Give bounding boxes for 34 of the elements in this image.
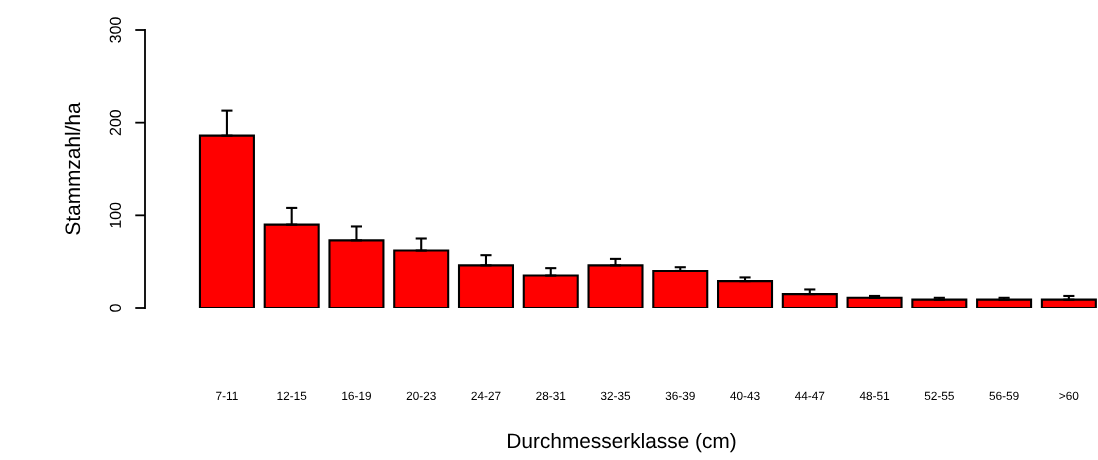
y-tick-label: 200 [109,109,122,136]
x-axis-title: Durchmesserklasse (cm) [508,432,736,453]
x-tick-label: 28-31 [536,391,566,400]
x-tick-label: 32-35 [600,391,631,400]
y-tick-label: 100 [109,202,122,228]
x-tick-label: 56-59 [989,391,1019,400]
bar [911,298,968,308]
bar [198,134,255,308]
bar [522,274,579,308]
y-tick-label: 0 [109,304,122,312]
bar [587,264,644,308]
bar [328,239,385,308]
bar [263,223,320,308]
bar [846,296,903,308]
x-tick-label: 20-23 [406,391,436,400]
x-tick-label: >60 [1059,391,1079,400]
y-tick-label: 300 [109,17,122,43]
bar [1040,298,1097,308]
bar [781,293,838,308]
bar [393,249,450,308]
bar [717,280,774,308]
x-tick-label: 40-43 [730,391,760,400]
x-tick-label: 16-19 [342,391,371,400]
x-tick-label: 44-47 [794,391,825,400]
x-tick-label: 52-55 [924,391,954,400]
bar [457,264,515,308]
x-tick-label: 48-51 [859,391,890,400]
x-tick-label: 12-15 [277,391,307,400]
x-tick-label: 7-11 [216,391,238,400]
x-tick-label: 24-27 [471,391,501,400]
bar [652,269,709,308]
x-tick-label: 36-39 [665,391,695,400]
bar [976,298,1033,308]
y-axis-title: Stammzahl/ha [64,102,81,235]
